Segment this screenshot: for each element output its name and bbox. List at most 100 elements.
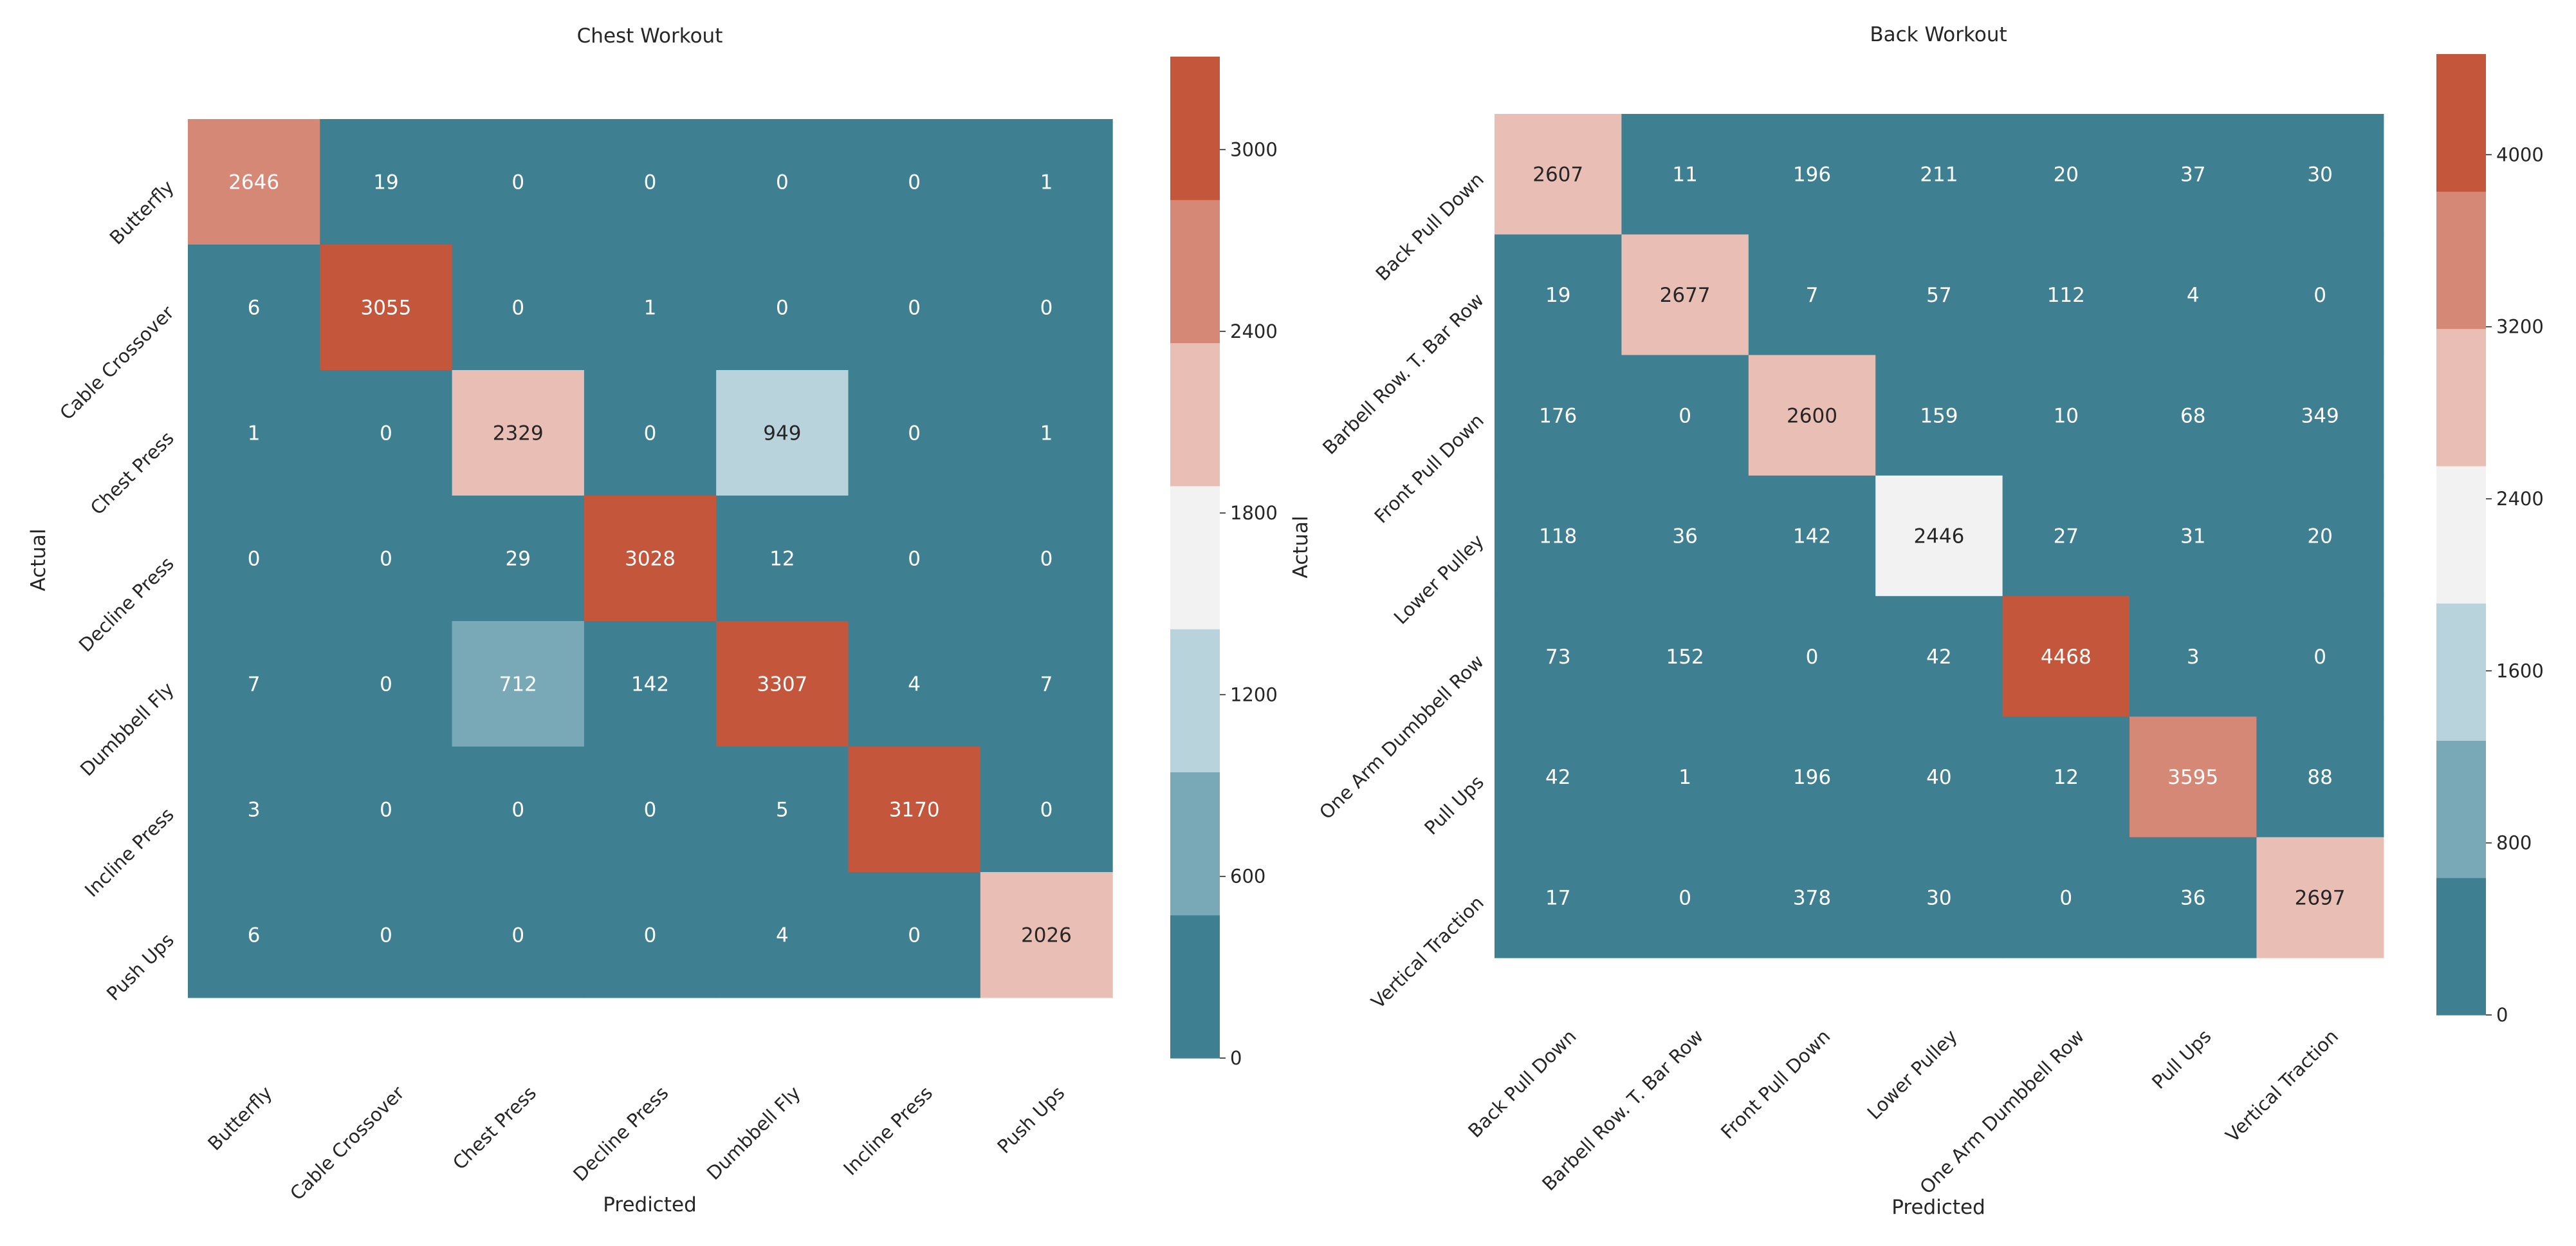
chest-cell-r5-c2	[452, 747, 585, 873]
chest-cell-value: 0	[380, 799, 392, 822]
chest-cell-r2-c4	[716, 370, 849, 496]
back-cell-value: 12	[2054, 766, 2079, 789]
back-cell-value: 40	[1926, 766, 1951, 789]
back-cell-value: 31	[2180, 525, 2205, 548]
chest-cell-r3-c1	[320, 496, 453, 622]
chest-colorbar-segment	[1170, 342, 1220, 487]
back-x-tick-vertical-traction: Vertical Traction	[2222, 1025, 2342, 1146]
back-x-tick-lower-pulley: Lower Pulley	[1863, 1025, 1962, 1124]
chest-cell-value: 4	[908, 673, 921, 696]
back-colorbar-tick-label: 2400	[2496, 488, 2544, 510]
chest-cell-value: 0	[380, 924, 392, 947]
back-colorbar-tick-label: 3200	[2496, 316, 2544, 338]
chest-cell-r1-c6	[980, 245, 1113, 371]
back-colorbar-tick-label: 4000	[2496, 144, 2544, 165]
back-cell-r6-c4	[2002, 837, 2130, 958]
chest-cell-value: 5	[776, 799, 789, 822]
back-cell-value: 19	[1545, 284, 1570, 307]
chest-cell-r4-c6	[980, 621, 1113, 747]
back-x-tick-front-pull-down: Front Pull Down	[1716, 1025, 1834, 1143]
back-colorbar-tick-label: 0	[2496, 1004, 2508, 1026]
back-cell-value: 36	[2180, 886, 2205, 909]
back-cell-value: 36	[1672, 525, 1697, 548]
chest-y-tick-chest-press: Chest Press	[86, 427, 178, 519]
back-cell-r5-c6	[2256, 716, 2384, 838]
chest-cell-value: 0	[776, 171, 789, 194]
chest-cell-r4-c0	[188, 621, 320, 747]
chest-cell-value: 2026	[1021, 924, 1072, 947]
back-cell-value: 142	[1793, 525, 1831, 548]
chest-cell-r0-c1	[320, 119, 453, 245]
chest-cell-r5-c1	[320, 747, 453, 873]
back-cell-r4-c4	[2002, 596, 2130, 718]
back-cell-value: 3595	[2167, 766, 2218, 789]
back-cell-r2-c2	[1748, 355, 1876, 476]
chest-colorbar-tick-label: 2400	[1230, 321, 1278, 342]
chest-cell-r0-c6	[980, 119, 1113, 245]
chest-cell-r0-c5	[848, 119, 981, 245]
back-cell-r2-c6	[2256, 355, 2384, 476]
back-cell-value: 20	[2307, 525, 2332, 548]
back-cell-value: 0	[2314, 284, 2326, 307]
back-cell-value: 0	[1679, 404, 1691, 427]
chest-cell-value: 1	[644, 297, 657, 320]
back-cell-r3-c6	[2256, 475, 2384, 597]
chest-cell-r1-c5	[848, 245, 981, 371]
chest-cell-r0-c0	[188, 119, 320, 245]
chest-cell-r1-c1	[320, 245, 453, 371]
chest-cell-value: 0	[511, 171, 524, 194]
chest-cell-value: 3170	[889, 799, 940, 822]
chest-cell-value: 712	[499, 673, 537, 696]
back-cell-r3-c5	[2130, 475, 2257, 597]
back-cell-r5-c2	[1748, 716, 1876, 838]
chest-cell-value: 6	[248, 924, 261, 947]
chest-cell-value: 0	[644, 171, 657, 194]
chest-cell-r2-c2	[452, 370, 585, 496]
chest-cell-value: 2646	[228, 171, 279, 194]
back-cell-value: 0	[1806, 646, 1819, 669]
chest-cell-value: 19	[373, 171, 398, 194]
chest-cell-value: 0	[380, 422, 392, 445]
chest-cell-r5-c4	[716, 747, 849, 873]
back-cell-r1-c6	[2256, 234, 2384, 356]
back-cell-value: 4	[2187, 284, 2200, 307]
back-cell-r3-c4	[2002, 475, 2130, 597]
back-cell-r5-c4	[2002, 716, 2130, 838]
back-cell-value: 2697	[2295, 886, 2346, 909]
back-cell-r6-c2	[1748, 837, 1876, 958]
chest-cell-r4-c5	[848, 621, 981, 747]
back-cell-r3-c0	[1495, 475, 1622, 597]
back-colorbar-segment	[2436, 191, 2486, 330]
chest-cell-value: 1	[1040, 422, 1053, 445]
back-cell-value: 3	[2187, 646, 2200, 669]
back-cell-r4-c0	[1495, 596, 1622, 718]
back-x-tick-pull-ups: Pull Ups	[2148, 1025, 2216, 1093]
back-colorbar-segment	[2436, 603, 2486, 741]
chest-cell-value: 0	[1040, 799, 1053, 822]
back-y-tick-pull-ups: Pull Ups	[1420, 771, 1488, 839]
chest-cell-value: 3	[248, 799, 261, 822]
chest-colorbar-segment	[1170, 57, 1220, 200]
chest-x-tick-decline-press: Decline Press	[569, 1082, 672, 1186]
back-cell-r0-c4	[2002, 114, 2130, 235]
chest-y-tick-cable-crossover: Cable Crossover	[55, 301, 178, 424]
back-colorbar-tick-label: 800	[2496, 832, 2532, 854]
back-cell-value: 176	[1539, 404, 1577, 427]
back-cell-r5-c5	[2130, 716, 2257, 838]
chest-cell-value: 7	[248, 673, 261, 696]
chest-cell-value: 0	[380, 673, 392, 696]
back-cell-r3-c2	[1748, 475, 1876, 597]
chest-cell-r4-c1	[320, 621, 453, 747]
chest-cell-r0-c3	[584, 119, 717, 245]
back-cell-r2-c5	[2130, 355, 2257, 476]
back-cell-r2-c0	[1495, 355, 1622, 476]
back-cell-r3-c3	[1875, 475, 2003, 597]
back-cell-value: 68	[2180, 404, 2205, 427]
chest-cell-r3-c5	[848, 496, 981, 622]
back-cell-value: 1	[1679, 766, 1691, 789]
back-cell-r6-c1	[1621, 837, 1749, 958]
chest-cell-value: 12	[769, 548, 795, 571]
chest-x-axis-label: Predicted	[603, 1193, 697, 1216]
